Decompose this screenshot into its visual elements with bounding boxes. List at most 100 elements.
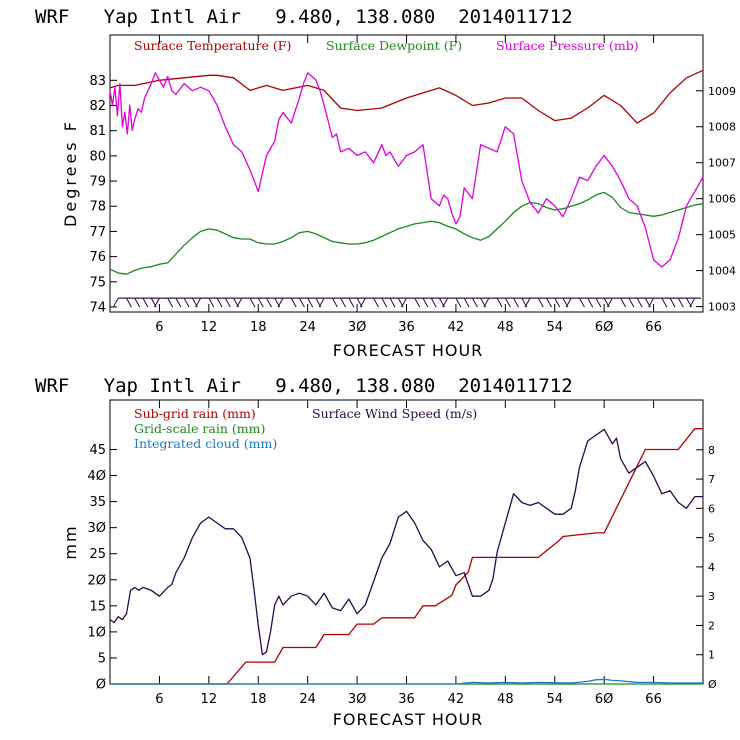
wind-barb-flag: [257, 297, 264, 308]
wind-barb-flag: [277, 297, 284, 308]
wind-barb-flag: [606, 297, 613, 308]
wind-barb-flag: [455, 297, 462, 308]
wind-barb-flag: [236, 297, 243, 308]
bottom-x-ticks: 6 12 18 24 3Ø 36 42 48 54 6Ø 66: [155, 400, 662, 707]
top-x-ticks: 6 12 18 24 3Ø 36 42 48 54 6Ø 66: [155, 35, 662, 335]
wind-barb-flag: [266, 297, 272, 308]
y-tick-label: 76: [89, 250, 106, 265]
bottom-x-axis-label: FORECAST HOUR: [333, 710, 484, 729]
right-y-tick-label: 1008: [708, 121, 736, 134]
right-y-tick-label: 1005: [708, 229, 736, 242]
series-line-integrated-cloud-mm: [110, 678, 703, 685]
wind-barb-flag: [126, 297, 132, 308]
y-tick-label: 5: [98, 651, 106, 666]
wind-barb-flag: [381, 297, 388, 308]
legend-subgrid-rain: Sub-grid rain (mm): [134, 406, 256, 421]
y-tick-label: 80: [89, 149, 106, 164]
y-tick-label: 74: [89, 300, 106, 315]
wind-barb-flag: [224, 297, 231, 308]
wind-barb-flag: [677, 297, 684, 308]
series-line-surface-temperature-f: [109, 69, 704, 124]
wind-barb-flag: [587, 297, 594, 308]
x-tick-label: 24: [299, 692, 316, 707]
right-y-tick-label: 8: [708, 444, 715, 457]
wind-barb-flag: [628, 297, 635, 308]
x-tick-label: 36: [398, 320, 415, 335]
right-y-tick-label: 1007: [708, 157, 736, 170]
wind-barb-flag: [183, 297, 190, 308]
wind-barb-flag: [373, 297, 379, 308]
wind-barb-flag: [483, 297, 490, 308]
wind-barb-flag: [216, 297, 223, 308]
x-tick-label: 6: [155, 320, 163, 335]
wind-barb-flag: [298, 297, 305, 308]
series-line-surface-pressure-mb: [109, 72, 704, 268]
y-tick-label: 77: [89, 225, 106, 240]
wind-barb-flag: [142, 297, 149, 308]
wind-barb-flag: [579, 297, 585, 308]
wind-barb-flag: [290, 297, 297, 308]
y-tick-label: 45: [89, 443, 106, 458]
wind-barb-flag: [620, 297, 627, 308]
series-line-sub-grid-rain-mm: [110, 428, 703, 685]
right-y-tick-label: Ø: [708, 678, 717, 691]
y-tick-label: 4Ø: [87, 469, 106, 484]
y-tick-label: 35: [89, 495, 106, 510]
top-chart-title: WRF Yap Intl Air 9.480, 138.080 20140117…: [35, 6, 573, 28]
x-tick-label: 42: [448, 320, 465, 335]
series-line-surface-wind-speed-m-s: [109, 428, 703, 656]
wind-barb-flag: [414, 297, 421, 308]
wind-barb-flag: [331, 297, 338, 308]
right-y-tick-label: 1003: [708, 301, 736, 314]
wind-barb-flag: [401, 297, 407, 308]
x-tick-label: 12: [201, 692, 218, 707]
legend-surface-dewpoint: Surface Dewpoint (F): [326, 38, 462, 53]
right-y-tick-label: 6: [708, 502, 715, 515]
top-right-y-ticks: 1003 1004 1005 1006 1007 1008 1009: [696, 85, 736, 314]
x-tick-label: 6: [155, 692, 163, 707]
top-series-group: [109, 69, 704, 308]
y-tick-label: 15: [89, 599, 106, 614]
right-y-tick-label: 2: [708, 619, 715, 632]
right-y-tick-label: 1009: [708, 85, 736, 98]
wind-barb-flag: [496, 297, 503, 308]
right-y-tick-label: 3: [708, 590, 715, 603]
y-tick-label: 83: [89, 74, 106, 89]
bottom-y-axis-label: mm: [61, 524, 80, 559]
wind-barb-flag: [595, 297, 602, 308]
wind-barb-flag: [134, 297, 141, 308]
x-tick-label: 54: [546, 692, 563, 707]
top-x-axis-label: FORECAST HOUR: [333, 341, 484, 360]
y-tick-label: 81: [89, 124, 106, 139]
wind-barb-flag: [524, 297, 531, 308]
wind-barb-flag: [661, 297, 668, 308]
y-tick-label: 79: [89, 175, 106, 190]
y-tick-label: 25: [89, 547, 106, 562]
bottom-chart-title: WRF Yap Intl Air 9.480, 138.080 20140117…: [35, 375, 573, 397]
x-tick-label: 18: [250, 320, 267, 335]
x-tick-label: 3Ø: [348, 692, 367, 707]
wind-barb-flag: [463, 297, 470, 308]
wind-barb-flag: [554, 297, 561, 308]
wind-barb-flag: [648, 297, 655, 308]
bottom-series-group: [109, 428, 703, 685]
legend-surface-pressure: Surface Pressure (mb): [496, 38, 639, 53]
y-tick-label: 78: [89, 200, 106, 215]
wind-barb-flag: [689, 297, 696, 308]
legend-surface-temperature: Surface Temperature (F): [134, 38, 291, 53]
wind-barb-flag: [318, 297, 325, 308]
wind-barb-flag: [340, 297, 347, 308]
wind-barb-flag: [546, 297, 552, 308]
x-tick-label: 18: [250, 692, 267, 707]
legend-gridscale-rain: Grid-scale rain (mm): [134, 421, 265, 436]
bottom-right-y-ticks: Ø 1 2 3 4 5 6 7 8: [696, 444, 717, 691]
wind-barb-flag: [359, 297, 366, 308]
x-tick-label: 6Ø: [595, 320, 614, 335]
y-tick-label: Ø: [96, 678, 106, 693]
x-tick-label: 36: [398, 692, 415, 707]
right-y-tick-label: 1: [708, 649, 715, 662]
wind-barb-flag: [636, 297, 643, 308]
wind-barb-flag: [669, 297, 676, 308]
x-tick-label: 3Ø: [348, 320, 367, 335]
wind-barb-flag: [430, 297, 437, 308]
